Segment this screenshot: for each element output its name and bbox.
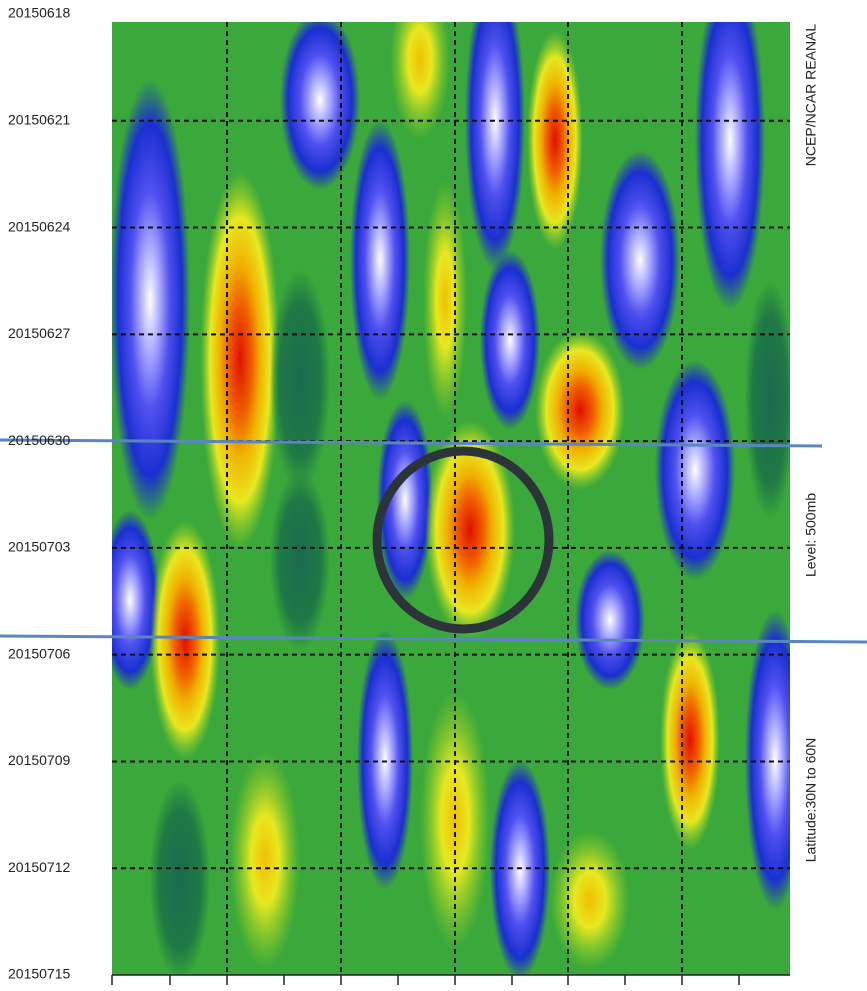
contour-field bbox=[112, 22, 790, 975]
marker-line bbox=[0, 634, 867, 644]
y-tick-label: 20150703 bbox=[8, 539, 71, 555]
y-tick-label: 20150627 bbox=[8, 325, 71, 341]
y-tick-label: 20150715 bbox=[8, 966, 71, 982]
y-tick-label: 20150712 bbox=[8, 859, 71, 875]
labels: 20150618 20150621 20150624 20150627 20150630… bbox=[8, 5, 819, 982]
header-cover bbox=[100, 0, 800, 22]
highlight-circle bbox=[372, 446, 554, 634]
y-tick-label: 20150630 bbox=[8, 432, 71, 448]
y-tick-label: 20150618 bbox=[8, 5, 71, 21]
y-tick-label: 20150706 bbox=[8, 645, 71, 661]
y-tick-label: 20150624 bbox=[8, 218, 71, 234]
y-tick-label: 20150621 bbox=[8, 111, 71, 127]
x-axis bbox=[111, 974, 790, 985]
grid bbox=[112, 22, 790, 975]
side-annotation: NCEP/NCAR REANAL bbox=[803, 24, 819, 167]
y-tick-label: 20150709 bbox=[8, 752, 71, 768]
side-annotation: Latitude:30N to 60N bbox=[803, 738, 819, 863]
marker-line bbox=[0, 438, 823, 448]
side-annotation: Level: 500mb bbox=[803, 493, 819, 577]
